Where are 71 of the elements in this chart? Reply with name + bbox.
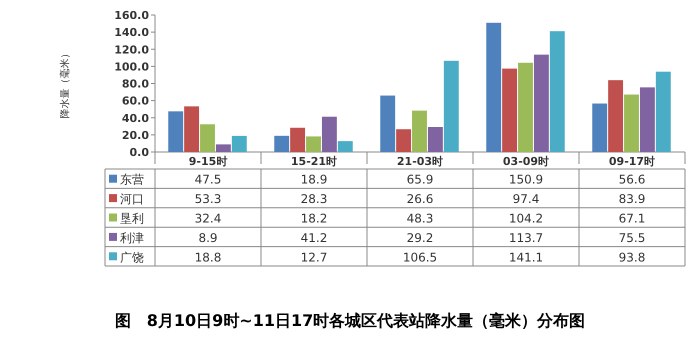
bar bbox=[216, 144, 231, 152]
data-label: 106.5 bbox=[402, 250, 438, 264]
data-label: 29.2 bbox=[406, 230, 434, 245]
data-label: 56.6 bbox=[618, 172, 646, 187]
bar bbox=[396, 129, 412, 152]
legend-label: 东营 bbox=[120, 172, 144, 187]
data-label: 97.4 bbox=[512, 192, 540, 206]
bar bbox=[306, 136, 321, 152]
bar bbox=[412, 110, 427, 152]
y-tick-label: 60.0 bbox=[122, 94, 150, 108]
data-label: 53.3 bbox=[194, 192, 222, 206]
y-tick-label: 40.0 bbox=[122, 112, 150, 125]
data-label: 150.9 bbox=[508, 172, 544, 187]
bar bbox=[486, 22, 502, 152]
bar bbox=[322, 116, 337, 152]
bar bbox=[624, 94, 639, 152]
data-label: 8.9 bbox=[198, 230, 218, 245]
data-label: 12.7 bbox=[300, 250, 328, 264]
y-tick-label: 0.0 bbox=[130, 146, 150, 159]
data-label: 41.2 bbox=[300, 230, 328, 245]
data-label: 26.6 bbox=[406, 192, 434, 206]
y-tick-label: 160.0 bbox=[114, 9, 150, 22]
data-label: 28.3 bbox=[300, 192, 328, 206]
x-tick-label: 03-09时 bbox=[502, 155, 550, 168]
bar bbox=[550, 31, 565, 152]
legend-label: 河口 bbox=[120, 192, 144, 206]
data-label: 104.2 bbox=[508, 212, 544, 226]
bar bbox=[640, 87, 655, 152]
data-label: 47.5 bbox=[194, 172, 222, 187]
data-label: 32.4 bbox=[194, 212, 222, 226]
legend-label: 垦利 bbox=[120, 212, 144, 226]
x-tick-label: 21-03时 bbox=[396, 155, 444, 168]
bar bbox=[184, 106, 200, 152]
data-label: 75.5 bbox=[618, 230, 646, 245]
y-tick-label: 100.0 bbox=[114, 60, 150, 74]
bar bbox=[274, 136, 290, 152]
bar bbox=[380, 96, 396, 152]
data-label: 18.9 bbox=[300, 172, 328, 187]
data-label: 48.3 bbox=[406, 212, 434, 226]
x-tick-label: 15-21时 bbox=[290, 155, 338, 168]
bar bbox=[428, 126, 443, 152]
legend-label: 广饶 bbox=[120, 250, 144, 264]
legend-label: 利津 bbox=[120, 230, 144, 245]
bar bbox=[200, 124, 215, 152]
y-axis-title: 降水量（毫米） bbox=[59, 48, 71, 118]
y-tick-label: 140.0 bbox=[114, 26, 150, 40]
x-tick-label: 9-15时 bbox=[188, 155, 228, 168]
data-label: 67.1 bbox=[618, 212, 646, 226]
data-label: 65.9 bbox=[406, 172, 434, 187]
y-tick-label: 20.0 bbox=[122, 128, 150, 142]
bar bbox=[534, 54, 549, 152]
bar bbox=[656, 72, 671, 152]
data-label: 141.1 bbox=[508, 250, 544, 264]
text: 图 8月10日9时~11日17时各城区代表站降水量（毫米）分布图 bbox=[114, 311, 586, 330]
y-tick-label: 80.0 bbox=[122, 78, 150, 90]
bar bbox=[290, 128, 306, 152]
bar bbox=[592, 104, 608, 152]
data-label: 83.9 bbox=[618, 192, 646, 206]
bar bbox=[338, 141, 353, 152]
bar bbox=[168, 111, 184, 152]
bar bbox=[444, 60, 459, 152]
data-label: 18.2 bbox=[300, 212, 328, 226]
bar bbox=[608, 80, 624, 152]
bar bbox=[502, 68, 518, 152]
data-label: 93.8 bbox=[618, 250, 646, 264]
data-label: 113.7 bbox=[508, 230, 544, 245]
bar bbox=[518, 62, 533, 152]
data-label: 18.8 bbox=[194, 250, 222, 264]
x-tick-label: 09-17时 bbox=[608, 155, 656, 168]
y-tick-label: 120.0 bbox=[114, 43, 150, 56]
bar bbox=[232, 136, 247, 152]
